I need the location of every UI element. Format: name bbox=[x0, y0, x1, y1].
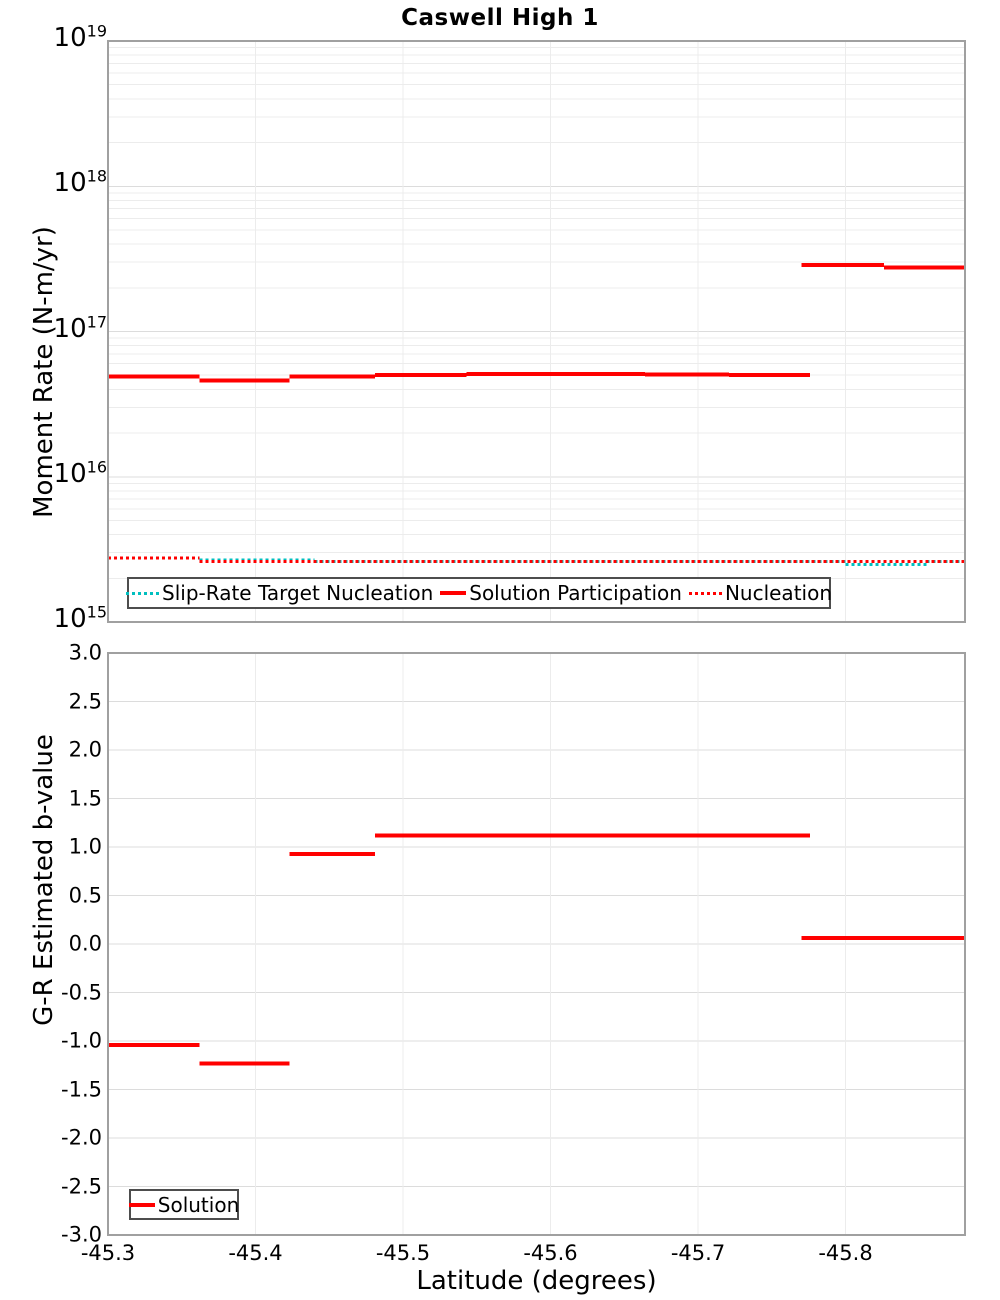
bottom-y-tick-label: -2.5 bbox=[61, 1174, 102, 1198]
legend-label: Slip-Rate Target Nucleation bbox=[162, 581, 434, 605]
series-nucleation bbox=[108, 556, 965, 564]
bottom-y-tick-label: -0.5 bbox=[61, 980, 102, 1004]
series-solution bbox=[108, 833, 965, 1066]
legend-label: Solution Participation bbox=[469, 581, 682, 605]
bottom-y-tick-label: 3.0 bbox=[68, 640, 102, 665]
x-tick-label: -45.4 bbox=[228, 1241, 283, 1265]
bottom-y-tick-label: 2.0 bbox=[68, 737, 102, 762]
legend-sample-solid-line bbox=[128, 1202, 155, 1207]
x-tick-label: -45.6 bbox=[523, 1241, 578, 1265]
bottom-y-tick-label: 1.5 bbox=[68, 786, 102, 810]
legend-item: Solution bbox=[128, 1192, 240, 1217]
legend-item: Nucleation bbox=[688, 581, 832, 605]
bottom-y-tick-label: 0.0 bbox=[68, 931, 102, 956]
bottom-y-tick-label: -1.5 bbox=[61, 1077, 102, 1101]
bottom-y-tick-label: 0.5 bbox=[68, 883, 102, 907]
series-solution-participation bbox=[108, 262, 965, 383]
legend-sample-dotted-line bbox=[126, 591, 160, 595]
x-tick-label: -45.3 bbox=[80, 1241, 136, 1265]
plot-borders bbox=[107, 40, 966, 1236]
top-y-tick-label: 1015 bbox=[53, 602, 107, 634]
bottom-y-tick-label: 2.5 bbox=[68, 689, 102, 713]
x-tick-label: -45.8 bbox=[818, 1241, 873, 1265]
legend-item: Solution Participation bbox=[440, 581, 682, 605]
x-tick-label: -45.7 bbox=[670, 1241, 726, 1265]
legend-item: Slip-Rate Target Nucleation bbox=[126, 581, 433, 605]
legend-label: Nucleation bbox=[724, 581, 832, 605]
legend-sample-dotted-line bbox=[688, 591, 722, 595]
gridlines bbox=[107, 41, 965, 1235]
bottom-y-tick-label: -3.0 bbox=[61, 1222, 102, 1247]
bottom-y-tick-label: -1.0 bbox=[61, 1028, 102, 1053]
legend-bottom: Solution bbox=[128, 1189, 240, 1220]
legend-sample-solid-line bbox=[440, 591, 467, 595]
legend-top: Slip-Rate Target Nucleation Solution Part… bbox=[126, 577, 832, 609]
legend-label: Solution bbox=[157, 1192, 240, 1217]
top-y-tick-label: 1018 bbox=[53, 166, 107, 199]
bottom-y-tick-label: -2.0 bbox=[61, 1125, 102, 1150]
top-y-tick-label: 1016 bbox=[53, 457, 107, 489]
top-y-tick-label: 1019 bbox=[53, 21, 107, 53]
bottom-y-tick-label: 1.0 bbox=[68, 834, 102, 859]
bottom-y-axis-label: G-R Estimated b-value bbox=[29, 734, 59, 1026]
top-y-tick-label: 1017 bbox=[53, 311, 107, 344]
x-tick-label: -45.5 bbox=[375, 1241, 431, 1265]
x-axis-label: Latitude (degrees) bbox=[416, 1266, 657, 1296]
chart-title: Caswell High 1 bbox=[401, 5, 599, 31]
